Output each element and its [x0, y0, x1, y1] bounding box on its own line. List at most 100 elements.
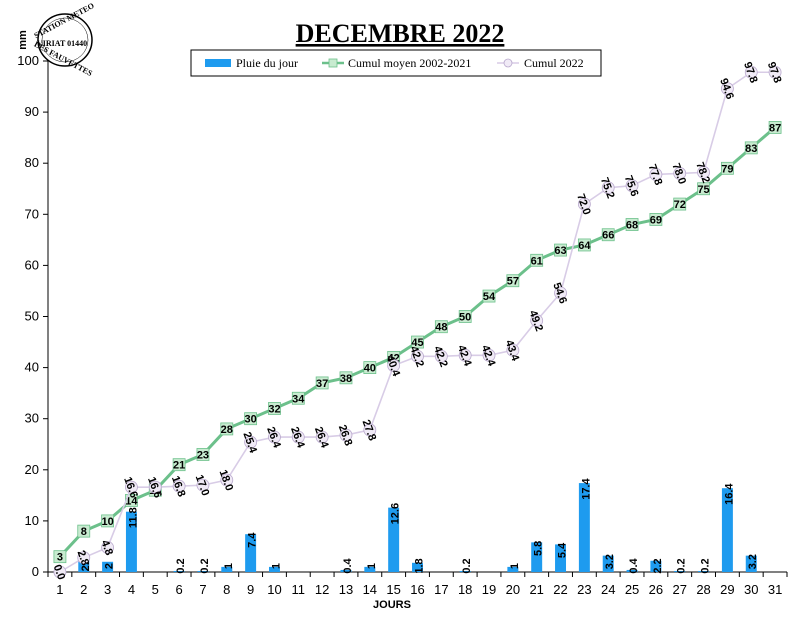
x-tick-label: 21 [529, 582, 543, 597]
mean-cumul-point [625, 218, 639, 231]
x-tick-label: 1 [56, 582, 63, 597]
x-tick-label: 5 [152, 582, 159, 597]
mean-cumul-label: 8 [81, 526, 87, 538]
cumul-2022-label: 4.8 [98, 539, 115, 557]
cumul-2022-point [601, 181, 615, 195]
mean-cumul-label: 34 [292, 393, 305, 405]
y-tick-label: 60 [25, 257, 39, 272]
rain-bar [364, 566, 376, 572]
mean-cumul-label: 72 [674, 199, 686, 211]
cumul-2022-label: 16.6 [121, 475, 140, 499]
rain-bar-label: 0.2 [461, 558, 473, 573]
mean-cumul-point [339, 371, 353, 385]
mean-cumul-label: 50 [459, 312, 471, 324]
cumul-2022-point [673, 167, 687, 180]
x-tick-label: 13 [339, 582, 353, 597]
rain-bar-label: 12.6 [390, 503, 402, 524]
cumul-2022-point [125, 480, 138, 494]
cumul-2022-point [625, 179, 639, 193]
cumul-2022-point [148, 480, 162, 494]
cumul-2022-label: 77.8 [646, 163, 665, 187]
rain-bar [412, 562, 423, 572]
mean-cumul-point [673, 197, 687, 211]
rain-bar [78, 557, 90, 572]
rain-bar-label: 7.4 [247, 532, 259, 548]
x-tick-label: 22 [553, 582, 567, 597]
mean-cumul-label: 37 [316, 378, 328, 390]
legend-swatch-cumul-marker [503, 58, 513, 68]
y-tick-label: 50 [25, 309, 39, 324]
rain-bar [102, 561, 114, 572]
legend: Pluie du jour Cumul moyen 2002-2021 Cumu… [190, 49, 602, 77]
rain-bar-label: 0.2 [175, 558, 187, 573]
x-tick-label: 28 [696, 582, 710, 597]
rain-bar [745, 555, 757, 572]
mean-cumul-point [315, 376, 329, 390]
mean-cumul-point [101, 514, 114, 528]
rain-bar [602, 555, 614, 572]
mean-cumul-label: 63 [554, 245, 566, 257]
x-tick-label: 24 [601, 582, 615, 597]
cumul-2022-label: 97.8 [741, 60, 760, 84]
cumul-2022-label: 25.4 [240, 430, 259, 455]
rain-bar [268, 566, 280, 572]
rain-bar-label: 0.2 [199, 558, 211, 573]
rain-bar-label: 2.2 [652, 558, 664, 573]
mean-cumul-label: 64 [578, 240, 591, 252]
y-tick-label: 0 [32, 564, 39, 579]
mean-cumul-point [172, 458, 186, 472]
cumul-2022-point [554, 286, 567, 300]
legend-label-mean-cumul: Cumul moyen 2002-2021 [348, 56, 471, 70]
cumul-2022-point [434, 349, 448, 363]
mean-cumul-point [482, 289, 496, 303]
rain-bar [721, 488, 733, 572]
y-tick-label: 80 [25, 155, 39, 170]
cumul-2022-series: 0.02.84.816.6 16.6 16.8 17.0 18.025.4 26.4 26.… [51, 60, 784, 581]
x-tick-label: 15 [386, 582, 400, 597]
cumul-2022-point [339, 428, 353, 442]
rain-bar [578, 483, 590, 572]
mean-cumul-label: 61 [531, 255, 543, 267]
x-tick-label: 7 [199, 582, 206, 597]
y-axis: 0 10 20 30 40 50 60 70 80 90 100 [17, 53, 49, 579]
mean-cumul-point [721, 161, 734, 175]
cumul-2022-point [744, 65, 758, 79]
legend-label-cumul-2022: Cumul 2022 [524, 56, 584, 70]
mean-cumul-point [196, 448, 210, 461]
rain-bar-label: 1 [509, 563, 521, 569]
rain-bar-label: 1.8 [414, 558, 426, 573]
x-tick-label: 11 [292, 582, 306, 597]
mean-cumul-label: 87 [769, 122, 781, 134]
rain-bar-label: 17.4 [580, 478, 592, 500]
x-tick-label: 10 [267, 582, 281, 597]
mean-cumul-point [744, 141, 758, 155]
rain-bar [698, 570, 710, 572]
cumul-2022-point [697, 165, 710, 179]
cumul-2022-label: 27.8 [360, 418, 379, 442]
rain-bar-label: 2 [104, 563, 116, 569]
mean-cumul-label: 83 [745, 143, 757, 155]
mean-cumul-point [697, 182, 710, 196]
cumul-2022-point [315, 430, 329, 444]
cumul-2022-label: 75.2 [598, 176, 617, 200]
mean-cumul-label: 68 [626, 220, 638, 232]
mean-cumul-point [244, 412, 258, 426]
rain-bar-label: 1 [366, 563, 378, 569]
mean-cumul-point [554, 243, 567, 257]
y-tick-label: 10 [25, 513, 39, 528]
mean-cumul-label: 32 [268, 403, 280, 415]
rain-bar-label: 0.2 [676, 558, 688, 573]
cumul-2022-line [59, 71, 776, 573]
y-tick-label: 40 [25, 360, 39, 375]
mean-cumul-point [434, 320, 448, 334]
rain-bar [388, 507, 400, 572]
rain-bar-label: 0.4 [342, 557, 354, 573]
cumul-2022-point [530, 314, 544, 327]
y-tick-label: 70 [25, 206, 39, 221]
x-tick-label: 25 [625, 582, 639, 597]
rain-bar [626, 569, 638, 572]
y-tick-label: 100 [17, 53, 39, 68]
x-tick-label: 14 [363, 582, 377, 597]
mean-cumul-label: 14 [125, 495, 138, 507]
